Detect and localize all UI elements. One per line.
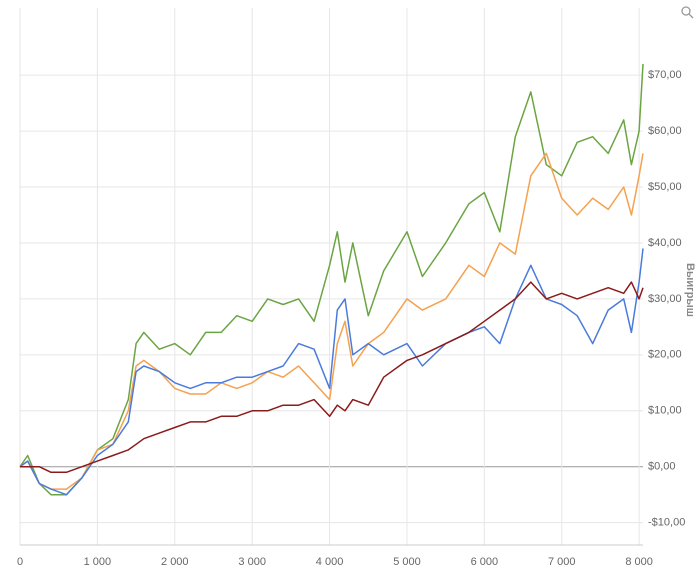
y-tick-label: $50,00	[648, 181, 682, 193]
x-tick-label: 6 000	[471, 556, 499, 568]
series-line	[20, 281, 644, 474]
series-line	[19, 248, 644, 496]
x-tick-label: 3 000	[238, 556, 266, 568]
series-line	[19, 152, 644, 490]
x-tick-label: 2 000	[161, 556, 189, 568]
x-tick-label: 1 000	[84, 556, 112, 568]
x-tick-label: 5 000	[393, 556, 421, 568]
y-tick-label: $60,00	[648, 125, 682, 137]
y-tick-label: $30,00	[648, 293, 682, 305]
y-tick-label: -$10,00	[648, 517, 685, 529]
y-axis-title: Выигрыш	[684, 263, 696, 317]
x-tick-label: 4 000	[316, 556, 344, 568]
search-icon-handle	[688, 13, 694, 19]
y-tick-label: $70,00	[648, 69, 682, 81]
x-tick-label: 8 000	[625, 556, 653, 568]
series-line	[19, 63, 644, 496]
y-tick-label: $0,00	[648, 461, 676, 473]
y-tick-label: $40,00	[648, 237, 682, 249]
x-tick-label: 0	[17, 556, 23, 568]
x-tick-label: 7 000	[548, 556, 576, 568]
y-tick-label: $20,00	[648, 349, 682, 361]
plot: -$10,00 $0,00 $10,00 $20,00 $30,00 $40,00 $50,…	[17, 8, 685, 568]
search-icon-circle	[681, 6, 691, 16]
y-tick-label: $10,00	[648, 405, 682, 417]
search-icon[interactable]	[681, 6, 694, 19]
